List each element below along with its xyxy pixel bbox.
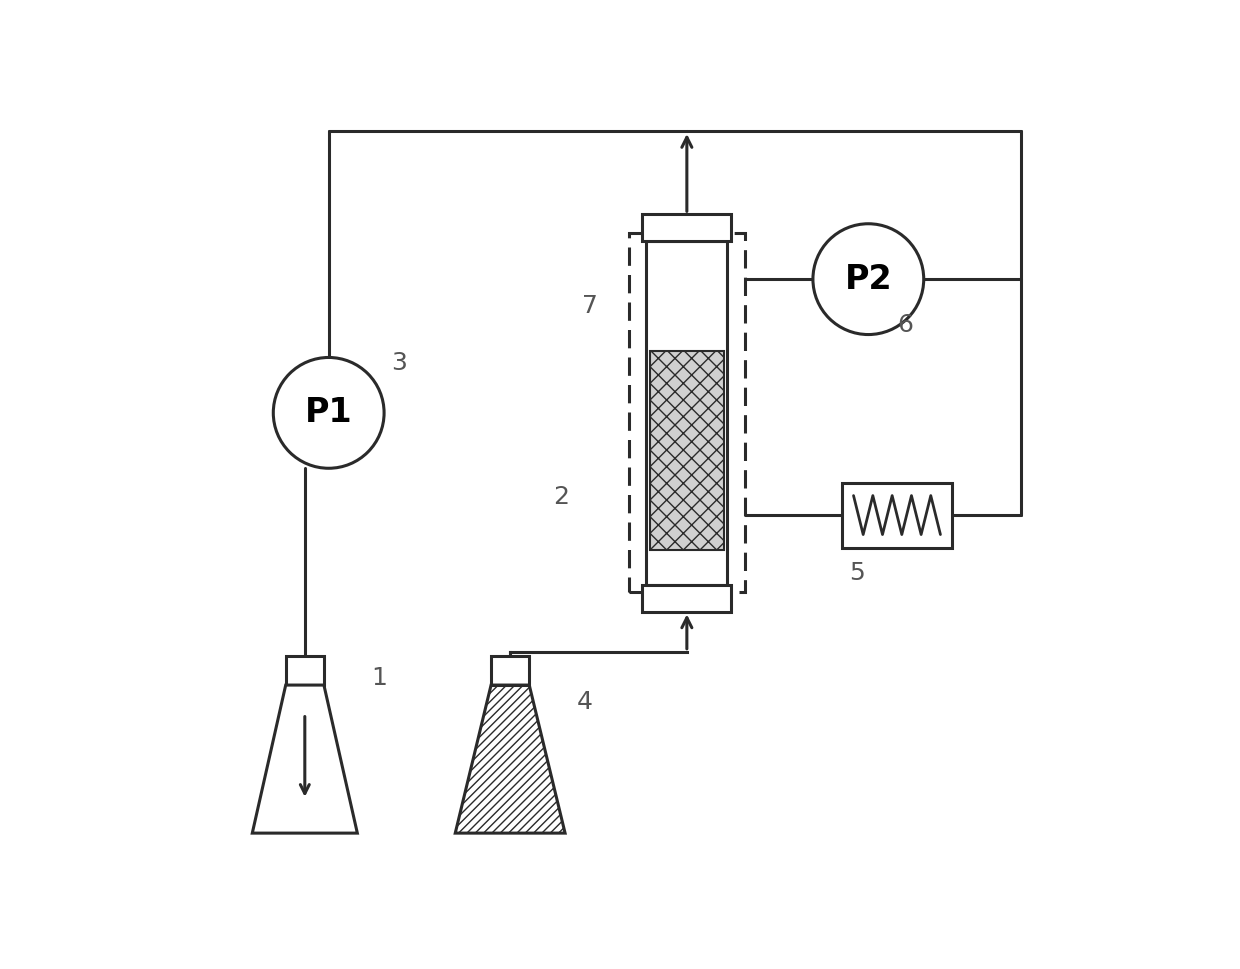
Text: P2: P2 xyxy=(844,263,892,296)
Text: 3: 3 xyxy=(391,351,407,375)
Bar xyxy=(642,584,732,611)
Bar xyxy=(650,351,724,550)
Bar xyxy=(491,656,529,685)
Bar xyxy=(642,214,732,241)
Text: 2: 2 xyxy=(553,484,569,509)
Text: 6: 6 xyxy=(897,313,913,336)
Circle shape xyxy=(273,358,384,468)
Bar xyxy=(842,483,952,547)
Text: 4: 4 xyxy=(577,690,593,714)
Text: 1: 1 xyxy=(372,666,388,690)
Bar xyxy=(646,241,728,584)
Text: 7: 7 xyxy=(582,294,598,318)
Polygon shape xyxy=(455,685,565,833)
Text: 5: 5 xyxy=(849,561,866,585)
Bar xyxy=(629,234,745,592)
Polygon shape xyxy=(252,685,357,833)
Bar xyxy=(285,656,324,685)
Circle shape xyxy=(813,224,924,334)
Text: P1: P1 xyxy=(305,396,352,429)
